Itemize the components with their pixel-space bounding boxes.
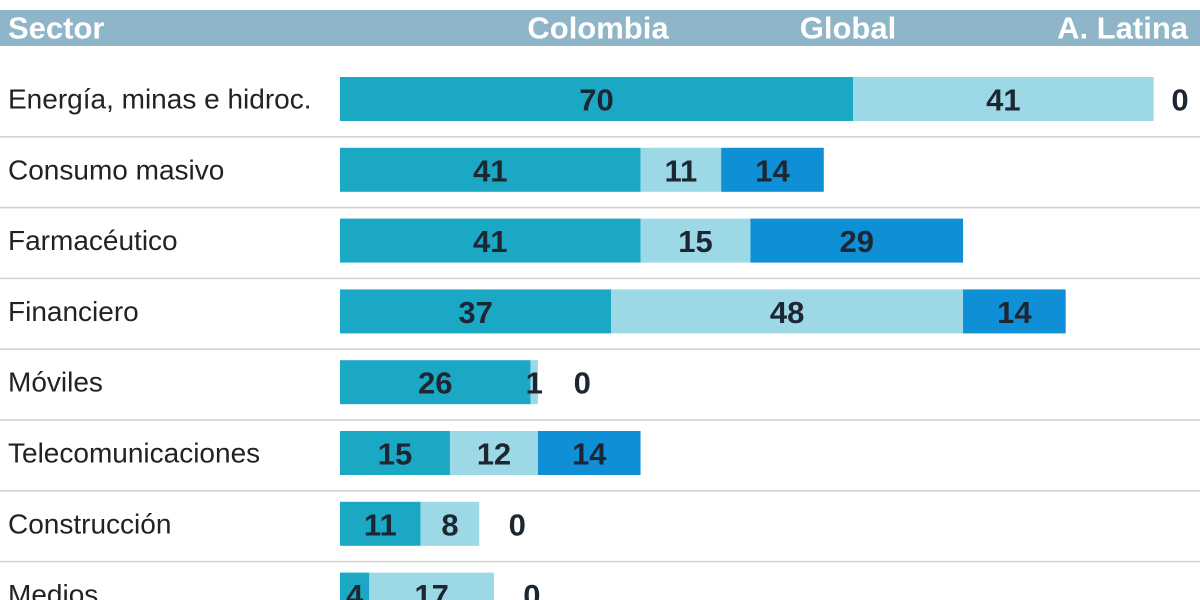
value-label: 29 <box>840 224 874 259</box>
category-label: Medios <box>8 579 98 600</box>
header-bar <box>0 10 1200 46</box>
value-label: 15 <box>678 224 712 259</box>
bar-segment <box>449 431 538 475</box>
bar-segment <box>340 501 421 546</box>
value-label: 4 <box>346 578 364 600</box>
bar-segment <box>963 289 1066 334</box>
bar-segment <box>640 218 751 263</box>
value-label: 37 <box>458 295 492 330</box>
bar-segment <box>611 289 964 334</box>
value-label: 14 <box>755 153 790 188</box>
bar-segment <box>853 77 1154 121</box>
value-label: 41 <box>986 83 1020 118</box>
value-label: 14 <box>572 437 607 472</box>
bar-segment <box>340 77 854 121</box>
value-label: 8 <box>441 507 458 542</box>
value-label: 0 <box>509 507 526 542</box>
bar-segment <box>340 147 641 192</box>
value-label: 0 <box>1171 83 1188 118</box>
value-label: 26 <box>418 366 452 401</box>
header-sector: Sector <box>8 11 104 46</box>
bar-segment <box>340 218 641 263</box>
value-label: 14 <box>997 295 1032 330</box>
bar-segment <box>340 572 370 600</box>
bar-segment <box>530 360 538 405</box>
value-label: 12 <box>477 437 511 472</box>
header-series: Global <box>800 11 896 46</box>
bar-segment <box>340 431 450 475</box>
value-label: 48 <box>770 295 804 330</box>
category-label: Construcción <box>8 508 171 539</box>
bar-segment <box>420 501 480 546</box>
header-series: A. Latina <box>1057 11 1189 46</box>
value-label: 41 <box>473 224 507 259</box>
bar-segment <box>340 289 612 334</box>
value-label: 0 <box>523 578 540 600</box>
bar-segment <box>721 147 824 192</box>
bar-segment <box>537 431 641 475</box>
header-series: Colombia <box>527 11 669 46</box>
bar-segment <box>340 360 531 405</box>
category-label: Farmacéutico <box>8 225 178 256</box>
value-label: 15 <box>378 437 412 472</box>
value-label: 17 <box>414 578 448 600</box>
bar-segment <box>750 218 964 263</box>
value-label: 11 <box>664 153 697 188</box>
value-label: 11 <box>364 507 397 542</box>
category-label: Telecomunicaciones <box>8 438 260 469</box>
bar-segment <box>369 572 494 600</box>
value-label: 1 <box>526 366 543 401</box>
category-label: Consumo masivo <box>8 154 224 185</box>
value-label: 0 <box>574 366 591 401</box>
bar-segment <box>640 147 722 192</box>
value-label: 41 <box>473 153 507 188</box>
category-label: Móviles <box>8 367 103 398</box>
category-label: Financiero <box>8 296 139 327</box>
category-label: Energía, minas e hidroc. <box>8 84 312 115</box>
value-label: 70 <box>579 83 613 118</box>
